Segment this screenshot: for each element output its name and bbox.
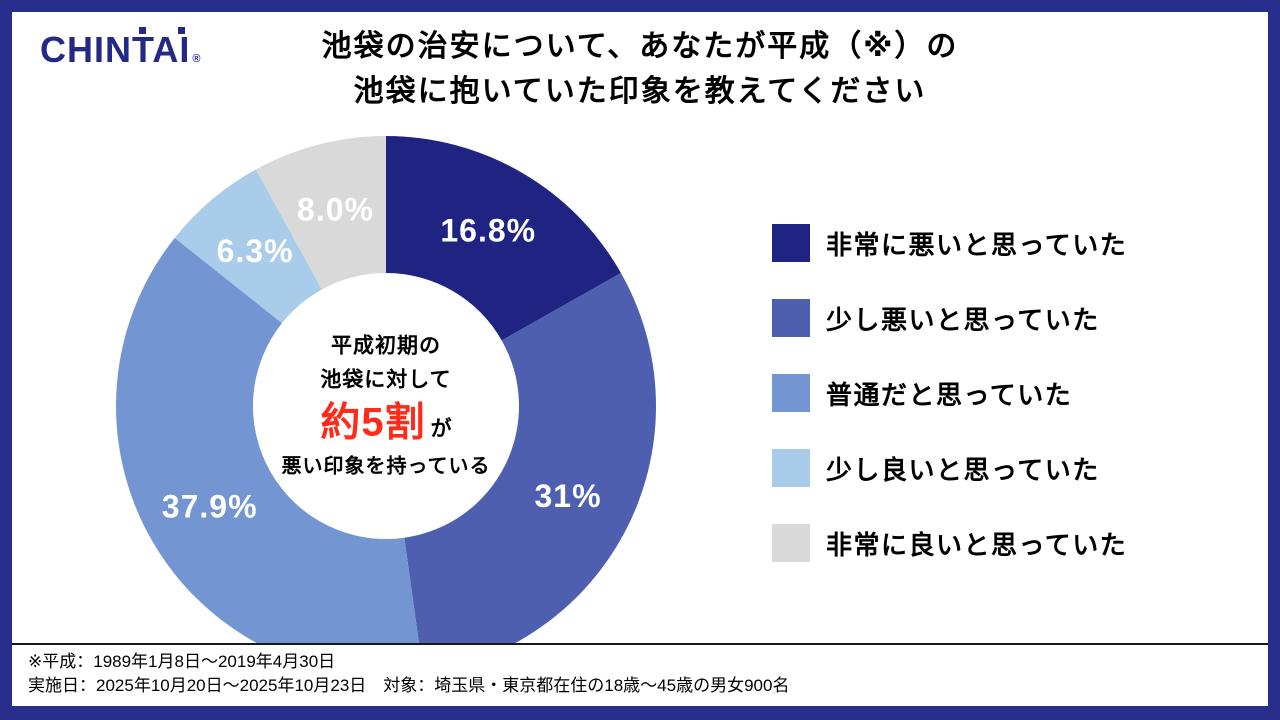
segment-value-label: 16.8% bbox=[440, 213, 536, 249]
donut-segment-1 bbox=[386, 136, 621, 341]
footnotes: ※平成：1989年1月8日～2019年4月30日 実施日：2025年10月20日… bbox=[12, 642, 1268, 706]
title-line-2: 池袋に抱いていた印象を教えてください bbox=[353, 75, 927, 108]
segment-value-label: 37.9% bbox=[162, 489, 258, 525]
legend-label: 少し良いと思っていた bbox=[826, 454, 1100, 485]
donut-chart: 16.8% 31% 37.9% 6.3% 8.0% 平成初期の 池袋に対して 約5割が … bbox=[106, 126, 666, 686]
legend-item-5: 非常に良いと思っていた bbox=[772, 524, 1127, 562]
center-line-2: 池袋に対して bbox=[320, 368, 452, 391]
legend-item-2: 少し悪いと思っていた bbox=[772, 299, 1127, 337]
chintai-logo: CHINTAI ® bbox=[40, 27, 202, 70]
legend-label: 普通だと思っていた bbox=[826, 379, 1073, 410]
legend-label: 非常に悪いと思っていた bbox=[826, 229, 1128, 260]
chintai-logo-text: CHINTAI bbox=[40, 29, 191, 70]
legend-label: 非常に良いと思っていた bbox=[826, 529, 1128, 560]
legend-swatch bbox=[772, 524, 810, 562]
segment-value-label: 6.3% bbox=[217, 233, 294, 269]
donut-center-text: 平成初期の 池袋に対して 約5割が 悪い印象を持っている bbox=[261, 329, 511, 482]
segment-value-label: 8.0% bbox=[297, 191, 374, 227]
center-line-1: 平成初期の bbox=[331, 334, 441, 358]
legend-swatch bbox=[772, 224, 810, 262]
center-highlight-row: 約5割が bbox=[261, 399, 511, 447]
page-title: 池袋の治安について、あなたが平成（※）の 池袋に抱いていた印象を教えてください bbox=[12, 24, 1268, 114]
chart-legend: 非常に悪いと思っていた 少し悪いと思っていた 普通だと思っていた 少し良いと思っていた… bbox=[772, 224, 1127, 562]
legend-item-4: 少し良いと思っていた bbox=[772, 449, 1127, 487]
donut-segment-5 bbox=[255, 136, 386, 290]
donut-svg: 16.8% 31% 37.9% 6.3%8.0% bbox=[116, 136, 656, 676]
legend-swatch bbox=[772, 299, 810, 337]
footnote-heisei-definition: ※平成：1989年1月8日～2019年4月30日 bbox=[28, 651, 336, 671]
registered-trademark-mark: ® bbox=[192, 53, 202, 65]
legend-swatch bbox=[772, 449, 810, 487]
footnote-survey-details: 実施日：2025年10月20日～2025年10月23日 対象：埼玉県・東京都在住… bbox=[28, 676, 790, 696]
legend-label: 少し悪いと思っていた bbox=[826, 304, 1100, 335]
legend-swatch bbox=[772, 374, 810, 412]
center-line-3: 悪い印象を持っている bbox=[281, 455, 491, 478]
legend-item-1: 非常に悪いと思っていた bbox=[772, 224, 1127, 262]
center-highlight: 約5割 bbox=[320, 400, 426, 445]
legend-item-3: 普通だと思っていた bbox=[772, 374, 1127, 412]
center-suffix: が bbox=[430, 417, 452, 441]
title-line-1: 池袋の治安について、あなたが平成（※）の bbox=[321, 30, 959, 63]
donut-segment-3 bbox=[116, 237, 424, 676]
donut-segment-4 bbox=[174, 169, 322, 324]
segment-value-label: 31% bbox=[534, 478, 601, 514]
donut-segment-2 bbox=[404, 272, 656, 674]
